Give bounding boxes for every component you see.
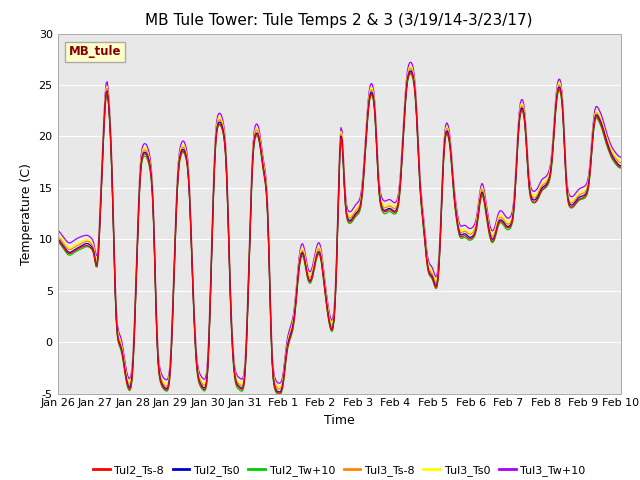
Text: MB_tule: MB_tule [69, 45, 122, 58]
Title: MB Tule Tower: Tule Temps 2 & 3 (3/19/14-3/23/17): MB Tule Tower: Tule Temps 2 & 3 (3/19/14… [145, 13, 533, 28]
Y-axis label: Temperature (C): Temperature (C) [20, 163, 33, 264]
X-axis label: Time: Time [324, 414, 355, 427]
Legend: Tul2_Ts-8, Tul2_Ts0, Tul2_Tw+10, Tul3_Ts-8, Tul3_Ts0, Tul3_Tw+10: Tul2_Ts-8, Tul2_Ts0, Tul2_Tw+10, Tul3_Ts… [88, 460, 590, 480]
